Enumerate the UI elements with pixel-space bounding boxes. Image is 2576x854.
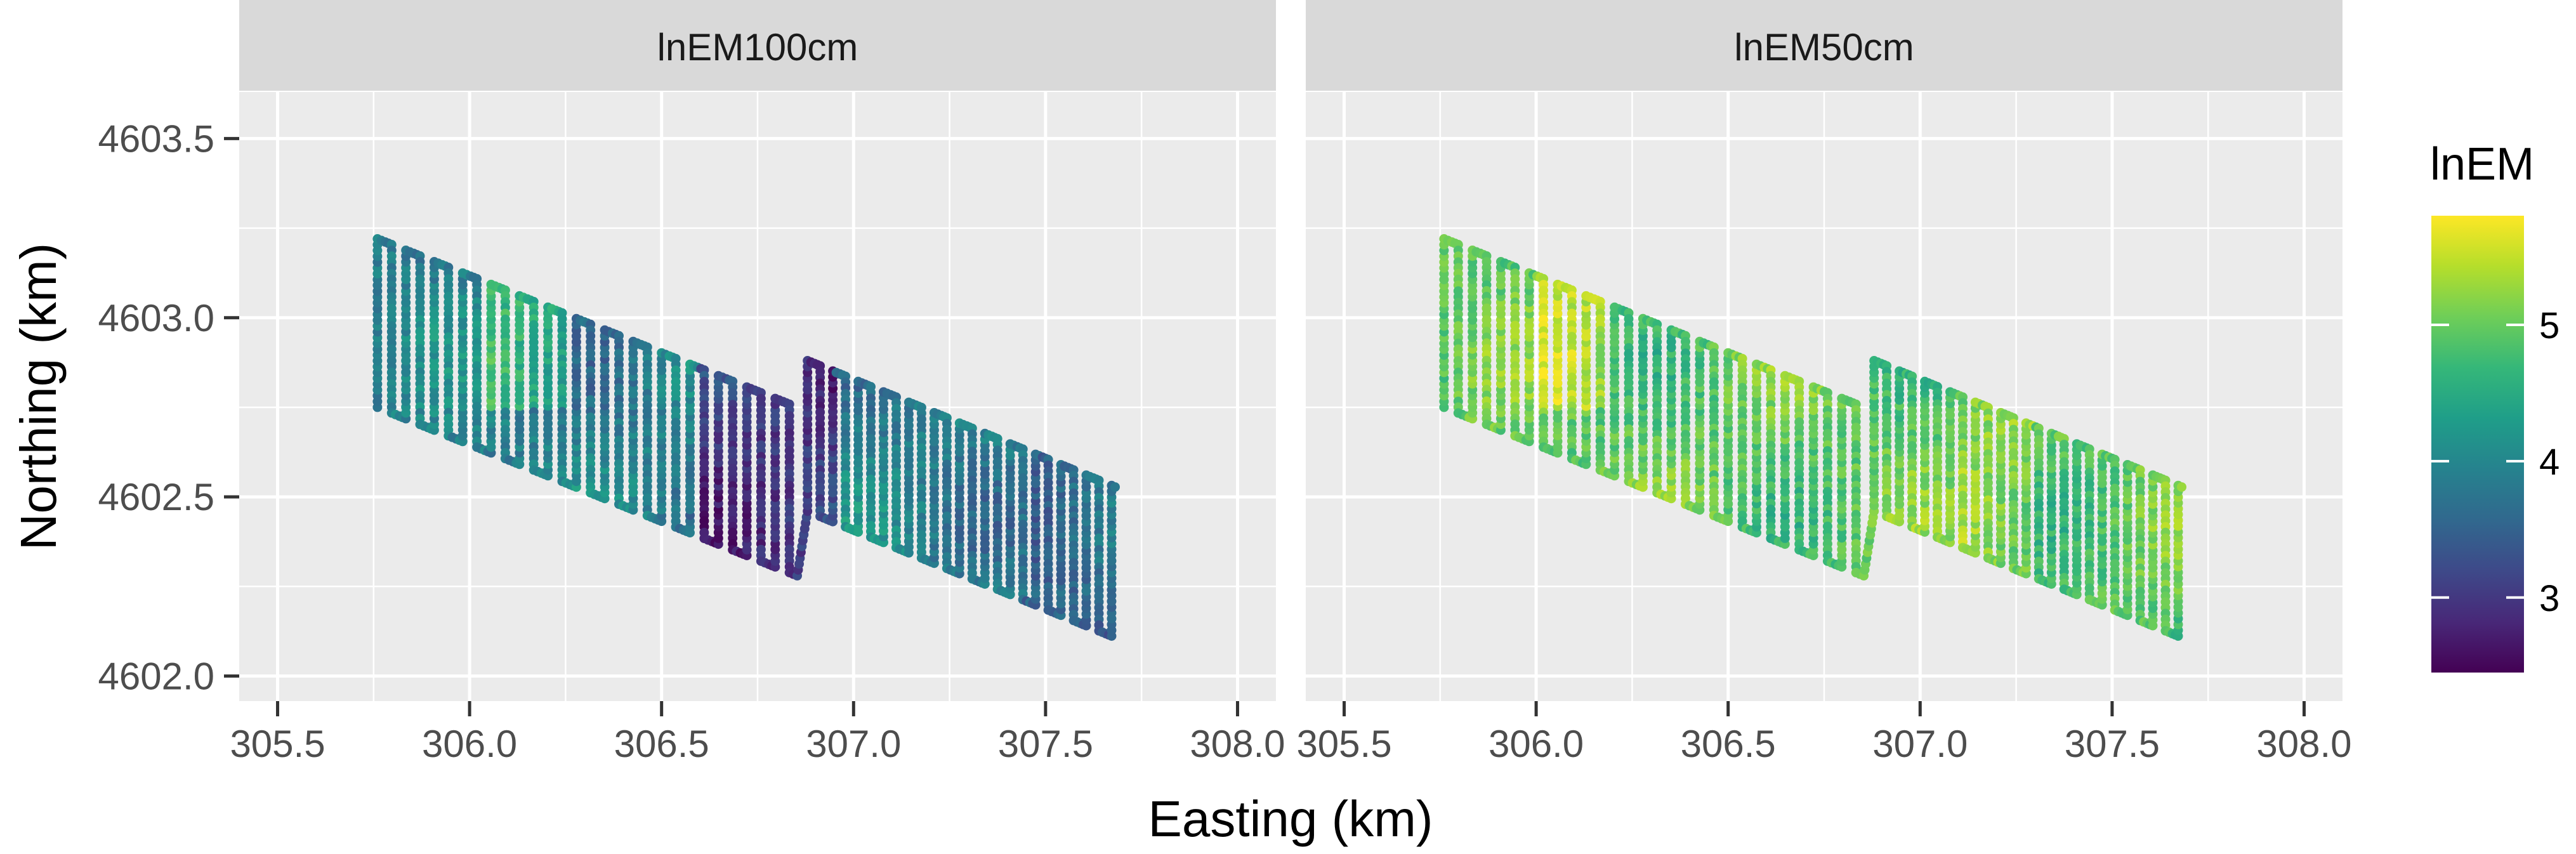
survey-points <box>1439 234 2186 641</box>
y-tick-label: 4602.5 <box>98 476 214 518</box>
facet-panel-lnEM100cm: lnEM100cm <box>239 0 1276 701</box>
x-tick-label: 306.0 <box>422 723 517 765</box>
survey-points <box>372 234 1120 641</box>
survey-point <box>2177 482 2186 492</box>
legend-tick-label: 5 <box>2539 305 2560 346</box>
legend-ticks: 3 4 5 <box>2431 305 2560 619</box>
x-axis-title: Easting (km) <box>1148 791 1433 847</box>
legend-tick-label: 4 <box>2539 442 2560 483</box>
x-tick-label: 308.0 <box>1190 723 1285 765</box>
legend-title: lnEM <box>2430 139 2534 190</box>
x-tick-label: 306.0 <box>1488 723 1584 765</box>
x-axis-panel-2: 305.5 306.0 306.5 307.0 307.5 308.0 <box>1296 701 2352 765</box>
x-tick-label: 307.5 <box>2065 723 2160 765</box>
facet-strip-label: lnEM50cm <box>1734 26 1914 69</box>
facet-strip <box>1306 0 2343 91</box>
facet-strip <box>239 0 1276 91</box>
x-tick-label: 305.5 <box>1296 723 1391 765</box>
y-axis-title: Northing (km) <box>10 243 67 551</box>
color-bar <box>2431 216 2524 673</box>
facet-panel-lnEM50cm: lnEM50cm <box>1306 0 2343 701</box>
x-axis-panel-1: 305.5 306.0 306.5 307.0 307.5 308.0 <box>230 701 1285 765</box>
x-tick-label: 307.0 <box>1872 723 1968 765</box>
y-tick-label: 4603.0 <box>98 297 214 339</box>
y-axis: 4602.0 4602.5 4603.0 4603.5 <box>98 117 239 697</box>
x-tick-label: 308.0 <box>2256 723 2351 765</box>
legend-tick-label: 3 <box>2539 578 2560 619</box>
x-tick-label: 305.5 <box>230 723 325 765</box>
x-tick-label: 306.5 <box>1681 723 1776 765</box>
facet-strip-label: lnEM100cm <box>657 26 858 69</box>
x-tick-label: 307.5 <box>998 723 1093 765</box>
survey-point <box>1110 482 1120 492</box>
y-tick-label: 4602.0 <box>98 655 214 697</box>
color-legend: lnEM 3 4 5 <box>2430 139 2560 673</box>
gridlines <box>239 92 1276 701</box>
y-tick-label: 4603.5 <box>98 117 214 160</box>
x-tick-label: 306.5 <box>614 723 709 765</box>
x-tick-label: 307.0 <box>806 723 901 765</box>
